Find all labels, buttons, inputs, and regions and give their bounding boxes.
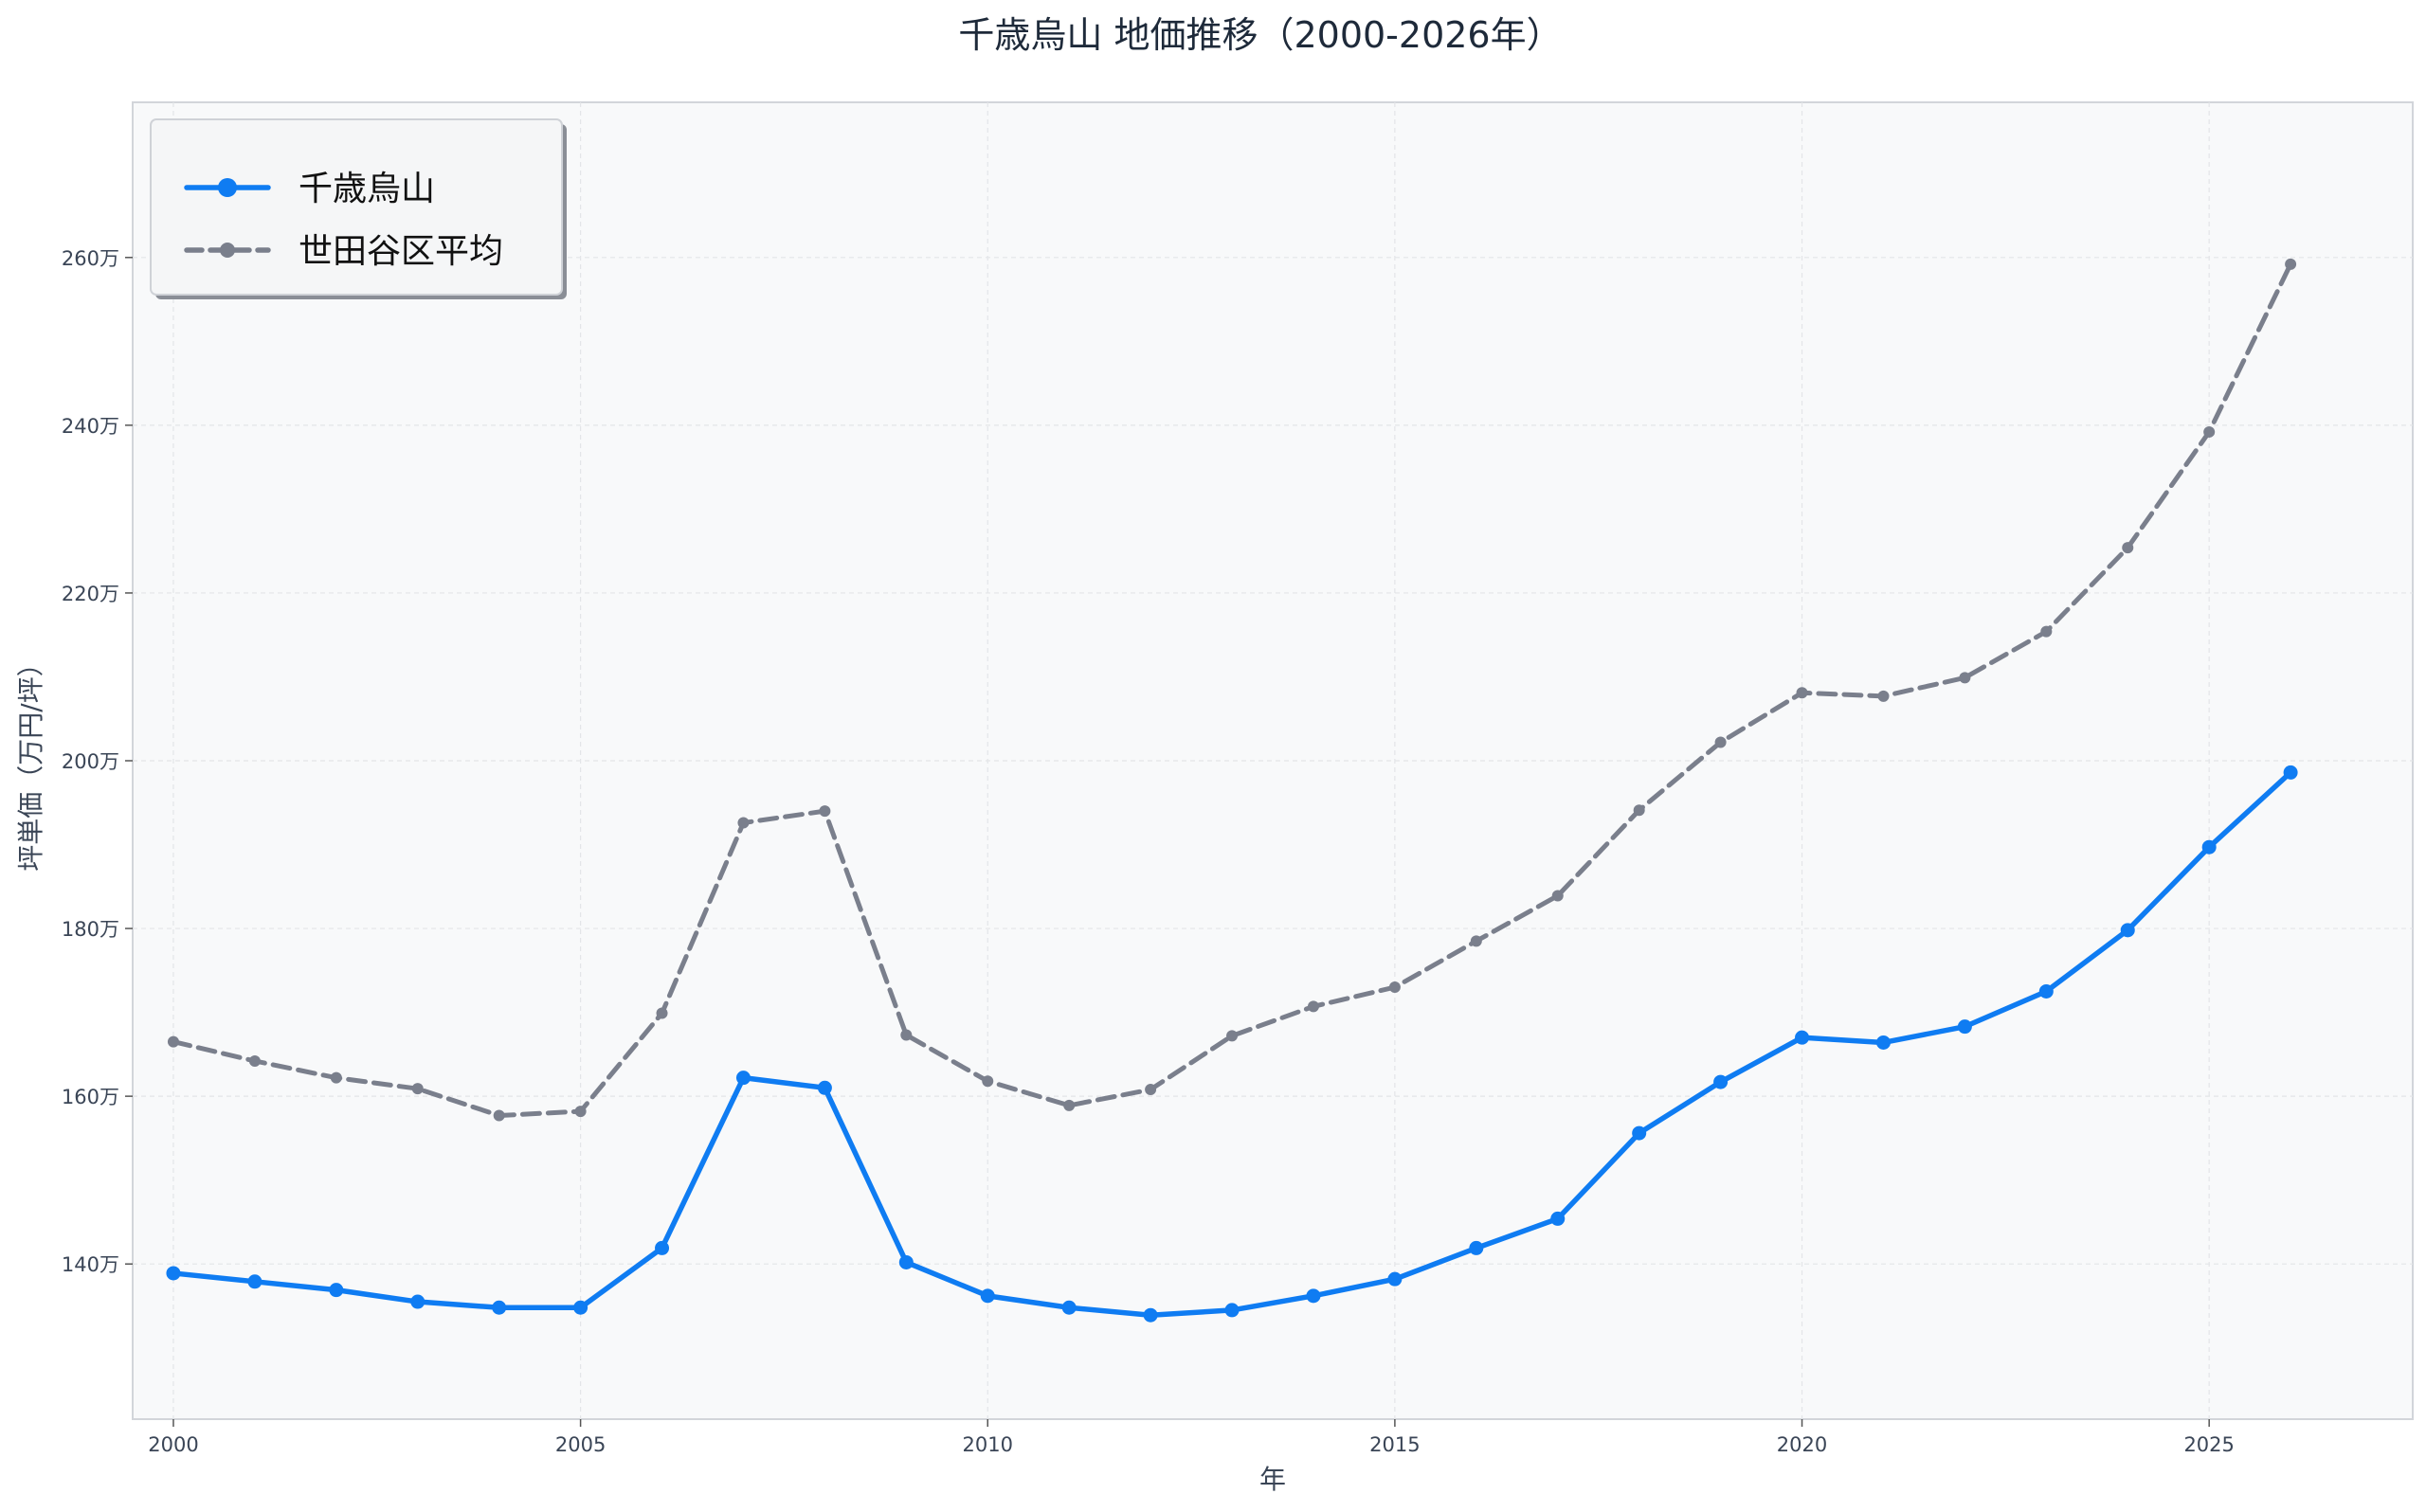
data-point — [493, 1109, 505, 1122]
data-point — [819, 805, 831, 818]
legend-marker — [218, 178, 237, 197]
data-point — [1307, 1000, 1319, 1013]
data-point — [574, 1106, 587, 1118]
x-tick-label: 2025 — [2183, 1433, 2234, 1456]
data-point — [1714, 736, 1727, 748]
data-point — [2285, 258, 2297, 270]
data-point — [735, 1071, 751, 1086]
data-point — [1551, 890, 1564, 902]
data-point — [900, 1029, 913, 1041]
data-point — [1469, 1240, 1484, 1255]
legend-box — [150, 118, 563, 296]
data-point — [1713, 1074, 1729, 1089]
x-axis-ticks: 2000 2005 2010 2015 2020 2025 — [148, 1419, 2235, 1456]
data-point — [1875, 1035, 1891, 1050]
y-tick-label: 140万 — [62, 1253, 119, 1276]
x-tick-label: 2005 — [555, 1433, 606, 1456]
data-point — [1306, 1288, 1321, 1304]
y-tick-label: 240万 — [62, 415, 119, 438]
data-point — [1632, 1125, 1647, 1141]
data-point — [1470, 935, 1482, 947]
data-point — [980, 1288, 995, 1304]
y-tick-label: 200万 — [62, 750, 119, 773]
data-point — [655, 1240, 670, 1255]
data-point — [2203, 425, 2216, 438]
data-point — [167, 1035, 179, 1048]
data-point — [2038, 983, 2054, 999]
data-point — [248, 1054, 261, 1067]
y-axis-ticks: 140万 160万 180万 200万 220万 240万 260万 — [62, 247, 133, 1276]
data-point — [166, 1266, 181, 1281]
data-point — [1145, 1084, 1157, 1096]
data-point — [1224, 1303, 1240, 1318]
data-point — [1795, 1030, 1810, 1045]
data-point — [1877, 690, 1890, 702]
y-tick-label: 260万 — [62, 247, 119, 270]
legend-marker — [220, 243, 235, 258]
x-tick-label: 2020 — [1777, 1433, 1827, 1456]
x-axis-label: 年 — [1259, 1464, 1286, 1495]
x-tick-label: 2010 — [963, 1433, 1013, 1456]
data-point — [1143, 1307, 1158, 1323]
data-point — [329, 1283, 344, 1298]
data-point — [247, 1274, 263, 1289]
data-point — [2283, 765, 2298, 780]
data-point — [2120, 923, 2135, 938]
data-point — [2122, 542, 2134, 554]
chart-title: 千歳烏山 地価推移（2000-2026年） — [958, 14, 1562, 56]
data-point — [737, 817, 750, 829]
data-point — [1957, 1019, 1972, 1035]
data-point — [1387, 1271, 1403, 1287]
y-tick-label: 160万 — [62, 1086, 119, 1108]
series-layer — [166, 258, 2298, 1323]
data-point — [1796, 687, 1808, 699]
y-axis-label: 坪単価（万円/坪） — [15, 650, 46, 871]
legend-label: 世田谷区平均 — [299, 232, 503, 271]
x-tick-label: 2000 — [148, 1433, 198, 1456]
y-tick-label: 180万 — [62, 918, 119, 941]
data-point — [1061, 1300, 1077, 1315]
data-point — [1388, 981, 1401, 994]
data-point — [2201, 839, 2217, 855]
legend-label: 千歳烏山 — [299, 170, 435, 208]
series-0 — [166, 765, 2298, 1323]
data-point — [2040, 625, 2053, 638]
data-point — [411, 1083, 424, 1095]
data-point — [1063, 1099, 1076, 1111]
data-point — [898, 1254, 914, 1269]
data-point — [1633, 804, 1645, 817]
data-point — [1226, 1030, 1239, 1042]
data-point — [492, 1300, 507, 1315]
data-point — [982, 1075, 994, 1088]
y-tick-label: 220万 — [62, 583, 119, 605]
data-point — [1550, 1211, 1566, 1226]
data-point — [330, 1071, 342, 1084]
data-point — [410, 1294, 425, 1309]
data-point — [1959, 672, 1971, 684]
data-point — [817, 1080, 832, 1095]
x-grid — [172, 102, 2210, 1419]
data-point — [656, 1007, 668, 1019]
series-1 — [167, 258, 2297, 1122]
data-point — [573, 1300, 588, 1315]
x-tick-label: 2015 — [1369, 1433, 1420, 1456]
